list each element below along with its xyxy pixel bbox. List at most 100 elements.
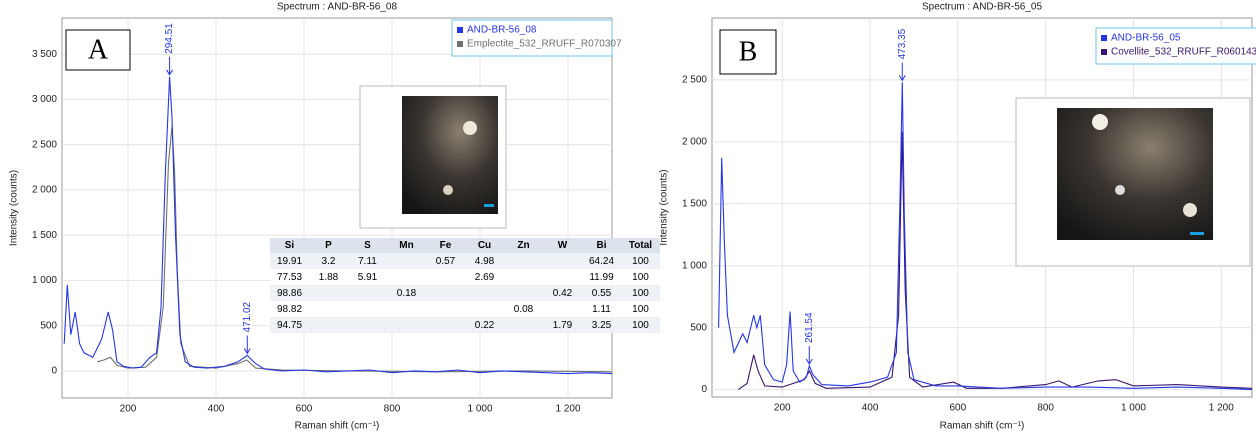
y-tick-label: 0 bbox=[701, 384, 707, 395]
table-cell: 77.53 bbox=[276, 271, 303, 283]
table-cell: 100 bbox=[621, 253, 660, 269]
x-tick-label: 200 bbox=[774, 403, 791, 414]
panel-label-box bbox=[719, 29, 777, 75]
y-tick-label: 3 000 bbox=[32, 94, 57, 105]
x-axis-label: Raman shift (cm⁻¹) bbox=[295, 421, 380, 432]
table-cell bbox=[309, 301, 348, 317]
legend-label: AND-BR-56_05 bbox=[1111, 33, 1181, 44]
table-cell bbox=[504, 269, 543, 285]
x-tick-label: 1 000 bbox=[1121, 403, 1146, 414]
table-row: 98.82 0.08 1.11 100 bbox=[270, 301, 660, 317]
table-header: Cu bbox=[465, 238, 504, 253]
y-tick-label: 0 bbox=[51, 365, 57, 376]
table-cell: 98.86 bbox=[270, 285, 309, 301]
table-cell: 98.82 bbox=[276, 303, 303, 315]
table-cell bbox=[387, 317, 426, 333]
table-cell: 0.22 bbox=[465, 317, 504, 333]
table-cell: 1.88 bbox=[318, 271, 339, 283]
table-cell bbox=[543, 269, 582, 285]
table-cell bbox=[387, 301, 426, 317]
table-cell: 7.11 bbox=[348, 253, 387, 269]
table-cell bbox=[543, 253, 582, 269]
peak-arrowhead bbox=[805, 358, 813, 366]
legend-label: Emplectite_532_RRUFF_R070307 bbox=[467, 39, 622, 50]
table-cell bbox=[309, 285, 348, 301]
table-header: Mn bbox=[387, 238, 426, 253]
y-tick-label: 1 000 bbox=[32, 275, 57, 286]
table-cell: 11.99 bbox=[589, 271, 614, 283]
legend-swatch bbox=[1101, 35, 1107, 41]
spectrum-line bbox=[63, 76, 613, 375]
table-cell bbox=[465, 301, 504, 317]
table-cell: 100 bbox=[632, 303, 649, 315]
peak-label: 471.02 bbox=[242, 301, 253, 332]
table-cell bbox=[504, 253, 543, 269]
y-tick-label: 1 500 bbox=[32, 230, 57, 241]
legend bbox=[1095, 27, 1256, 65]
y-tick-label: 2 500 bbox=[682, 75, 707, 86]
table-cell bbox=[348, 301, 387, 317]
table-cell: 0.08 bbox=[513, 303, 534, 315]
table-header: Fe bbox=[426, 238, 465, 253]
table-header: Bi bbox=[582, 238, 621, 253]
table-header: Si bbox=[270, 238, 309, 253]
table-cell bbox=[504, 317, 543, 333]
peak-label: 294.51 bbox=[164, 23, 175, 54]
table-cell: 100 bbox=[621, 317, 660, 333]
table-row: 98.86 0.18 0.42 0.55 100 bbox=[270, 285, 660, 301]
spectrum-line bbox=[718, 82, 1253, 391]
y-tick-label: 3 500 bbox=[32, 49, 57, 60]
x-tick-label: 800 bbox=[1037, 403, 1054, 414]
table-cell: 100 bbox=[632, 271, 649, 283]
table-cell: 0.42 bbox=[543, 285, 582, 301]
legend-swatch bbox=[457, 41, 463, 47]
chart-title: Spectrum : AND-BR-56_05 bbox=[922, 2, 1042, 13]
x-tick-label: 600 bbox=[296, 404, 313, 415]
spectrum-line bbox=[737, 131, 1253, 391]
peak-arrowhead bbox=[243, 348, 251, 355]
table-header: Zn bbox=[504, 238, 543, 253]
x-tick-label: 200 bbox=[120, 404, 137, 415]
table-row: 94.75 0.22 1.79 3.25 100 bbox=[270, 317, 660, 333]
y-tick-label: 1 500 bbox=[682, 198, 707, 209]
panel-label: A bbox=[88, 34, 109, 65]
table-cell: 5.91 bbox=[357, 271, 378, 283]
chart-title: Spectrum : AND-BR-56_08 bbox=[277, 2, 397, 13]
table-cell: 0.55 bbox=[582, 285, 621, 301]
composition-table: Si P S Mn Fe Cu Zn W Bi Total 19.91 3.2 7.11 0.57 4.98… bbox=[270, 238, 660, 333]
peak-label: 261.54 bbox=[804, 312, 815, 343]
table-cell bbox=[309, 317, 348, 333]
y-tick-label: 2 000 bbox=[682, 136, 707, 147]
table-cell bbox=[348, 317, 387, 333]
y-tick-label: 2 500 bbox=[32, 139, 57, 150]
legend bbox=[451, 19, 613, 57]
table-row: 19.91 3.2 7.11 0.57 4.98 64.24 100 bbox=[270, 253, 660, 269]
table-cell: 1.79 bbox=[543, 317, 582, 333]
x-tick-label: 1 200 bbox=[1209, 403, 1234, 414]
table-header: W bbox=[543, 238, 582, 253]
table-header: P bbox=[309, 238, 348, 253]
panel-label-box bbox=[65, 29, 131, 71]
y-tick-label: 1 000 bbox=[682, 260, 707, 271]
x-tick-label: 400 bbox=[208, 404, 225, 415]
table-cell: 3.2 bbox=[309, 253, 348, 269]
table-cell: 1.11 bbox=[592, 303, 611, 315]
table-cell: 4.98 bbox=[465, 253, 504, 269]
table-cell bbox=[387, 269, 426, 285]
table-cell: 0.57 bbox=[426, 253, 465, 269]
table-header: S bbox=[348, 238, 387, 253]
legend-label: AND-BR-56_08 bbox=[467, 25, 537, 36]
panel-label: B bbox=[739, 36, 758, 67]
x-tick-label: 1 000 bbox=[467, 404, 492, 415]
table-cell bbox=[426, 269, 465, 285]
legend-swatch bbox=[457, 27, 463, 33]
x-tick-label: 800 bbox=[384, 404, 401, 415]
table-cell bbox=[426, 317, 465, 333]
table-cell: 94.75 bbox=[270, 317, 309, 333]
table-cell bbox=[348, 285, 387, 301]
peak-label: 473.35 bbox=[897, 28, 908, 59]
legend-label: Covellite_532_RRUFF_R060143 bbox=[1111, 47, 1256, 58]
table-row: 77.53 1.88 5.91 2.69 11.99 100 bbox=[270, 269, 660, 285]
